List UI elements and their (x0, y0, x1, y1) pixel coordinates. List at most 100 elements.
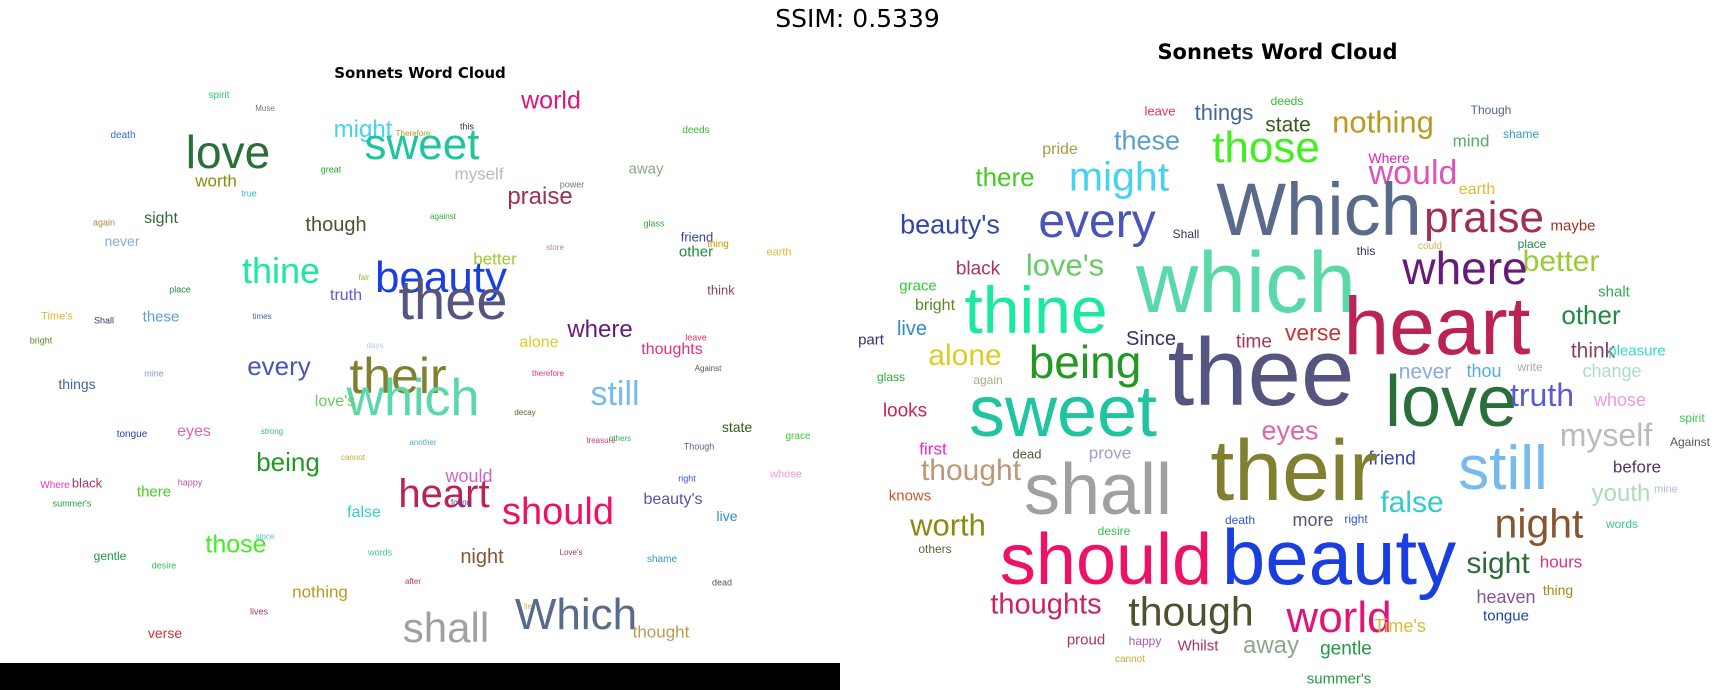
left-cloud-word: times (252, 312, 272, 321)
right-cloud-word: glass (876, 370, 906, 384)
left-cloud-word: right (678, 473, 696, 484)
left-cloud-word: thought (632, 622, 690, 642)
right-cloud-word: nothing (1332, 104, 1434, 140)
right-cloud-word: other (1561, 300, 1621, 330)
right-cloud-word: words (1605, 517, 1639, 531)
left-cloud-word: truth (329, 287, 363, 304)
left-cloud-word: grace (785, 431, 811, 442)
left-cloud-word: since (255, 532, 275, 541)
right-cloud-word: live (896, 318, 928, 340)
left-bottom-bar (0, 663, 840, 690)
left-cloud-word: praise (507, 183, 573, 210)
left-cloud-word: night (460, 546, 504, 568)
right-cloud-word: Which (1216, 168, 1422, 251)
right-cloud-word: alone (928, 339, 1002, 372)
right-cloud-word: friend (1368, 448, 1416, 470)
left-cloud-word: live (716, 508, 738, 524)
left-cloud-word: mine (144, 368, 164, 379)
right-cloud-word: leave (1144, 103, 1176, 119)
left-cloud-word: strong (260, 427, 284, 436)
left-cloud-word: black (71, 475, 103, 491)
right-cloud-word: Though (1470, 103, 1512, 117)
right-cloud-word: never (1398, 360, 1452, 384)
right-cloud-word: their (1210, 423, 1378, 519)
right-cloud-word: cannot (1114, 654, 1146, 665)
left-cloud-word: their (349, 348, 447, 404)
right-cloud-word: should (999, 520, 1213, 600)
left-cloud-word: Though (683, 441, 715, 452)
right-cloud-word: thee (1167, 319, 1355, 426)
left-cloud-word: lie (523, 602, 533, 611)
left-cloud-word: fair (358, 273, 370, 282)
right-cloud-word: time (1236, 331, 1272, 353)
left-cloud-word: store (546, 243, 564, 252)
right-cloud-word: love's (1025, 247, 1105, 283)
left-cloud-word: love's (314, 393, 356, 410)
left-cloud-word: alone (519, 334, 559, 351)
right-cloud-word: heart (1343, 281, 1531, 372)
left-cloud-word: death (110, 130, 136, 141)
right-cloud-word: being (1028, 336, 1142, 388)
right-cloud-word: change (1582, 361, 1642, 381)
left-cloud-word: bright (29, 335, 53, 346)
left-cloud-word: every (247, 351, 311, 381)
right-cloud-word: whose (1593, 390, 1647, 410)
left-cloud-word: these (142, 308, 180, 326)
right-cloud-word: black (955, 258, 1001, 280)
right-cloud-word: false (1380, 486, 1444, 519)
left-cloud-word: happy (177, 477, 203, 488)
right-cloud-word: more (1292, 510, 1334, 530)
left-cloud-word: better (473, 249, 517, 269)
right-cloud-word: verse (1284, 319, 1342, 346)
right-cloud-word: mind (1452, 131, 1490, 151)
left-cloud-word: verse (147, 625, 183, 641)
right-cloud-word: eyes (1261, 415, 1319, 446)
right-cloud-word: happy (1128, 634, 1162, 648)
right-cloud-word: Since (1125, 328, 1177, 350)
right-cloud-word: write (1517, 360, 1543, 374)
right-cloud-word: things (1194, 100, 1254, 125)
right-cloud-word: still (1458, 434, 1548, 503)
right-cloud-word: though (1128, 588, 1254, 635)
right-cloud-word: youth (1591, 480, 1651, 507)
right-cloud-word: pride (1042, 141, 1078, 158)
left-word-cloud: Sonnets Word Cloud spirit Muse world death m… (0, 0, 840, 663)
right-cloud-word: knows (888, 487, 932, 505)
left-cloud-word: Time's (41, 310, 73, 323)
right-cloud-word: love (1384, 362, 1518, 442)
right-cloud-title: Sonnets Word Cloud (1157, 40, 1398, 64)
left-cloud-word: shame (646, 554, 678, 565)
left-cloud-word: love (185, 126, 271, 178)
left-cloud-word: great (320, 164, 342, 175)
right-cloud-word: there (975, 162, 1035, 192)
left-cloud-word: other (678, 243, 714, 261)
right-cloud-word: shame (1502, 127, 1540, 141)
right-cloud-word: part (858, 331, 884, 349)
left-cloud-word: never (104, 233, 140, 249)
right-cloud-word: praise (1424, 193, 1544, 242)
ssim-label: SSIM: 0.5339 (775, 4, 940, 33)
right-cloud-word: thought (920, 454, 1022, 487)
right-cloud-word: sweet (968, 372, 1158, 452)
right-cloud-word: maybe (1550, 217, 1596, 235)
right-cloud-word: those (1212, 123, 1320, 172)
right-cloud-word: shalt (1598, 283, 1630, 301)
right-cloud-word: truth (1509, 377, 1575, 413)
right-cloud-word: again (973, 373, 1003, 387)
left-cloud-word: others (608, 434, 632, 443)
right-cloud-word: which (1136, 235, 1356, 331)
left-cloud-word: things (58, 376, 96, 392)
left-cloud-word: against (430, 212, 456, 221)
left-cloud-word: still (590, 375, 640, 413)
left-cloud-word: state (721, 419, 753, 435)
left-cloud-word: should (502, 491, 614, 533)
right-cloud-word: world (1286, 593, 1392, 642)
left-cloud-word: think (707, 282, 735, 298)
left-cloud-word: beauty's (643, 491, 703, 508)
left-cloud-word: heart (398, 472, 490, 516)
left-cloud-word: friend (680, 229, 714, 245)
right-cloud-word: state (1265, 113, 1311, 137)
left-cloud-word: leave (685, 332, 707, 343)
right-cloud-word: deeds (1270, 94, 1304, 108)
left-cloud-title: Sonnets Word Cloud (334, 64, 506, 82)
